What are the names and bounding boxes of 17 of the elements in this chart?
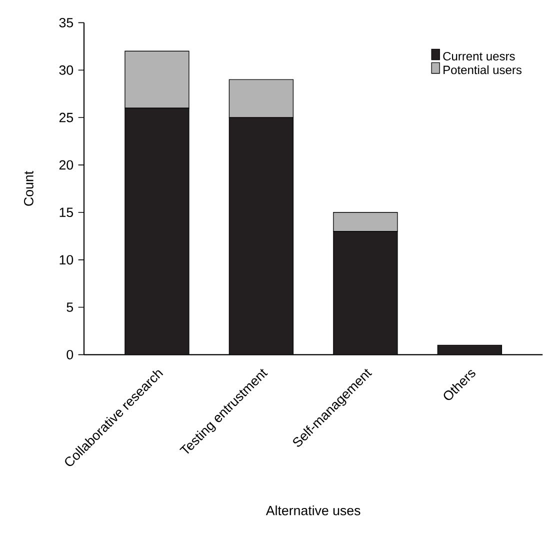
bar	[333, 212, 398, 232]
y-tick-label: 20	[60, 160, 74, 170]
y-tick-label: 10	[60, 255, 74, 265]
legend-label: Current uesrs	[443, 52, 515, 60]
y-tick-label: 5	[66, 302, 74, 312]
x-axis-title: Alternative uses	[266, 505, 360, 516]
y-tick-label: 0	[66, 350, 74, 360]
legend-label: Potential users	[444, 65, 522, 74]
bar	[124, 108, 190, 355]
bar	[229, 117, 294, 355]
y-tick-label: 25	[60, 112, 74, 122]
y-tick-label: 15	[60, 208, 74, 218]
y-tick-label: 35	[59, 18, 74, 28]
bar	[438, 344, 502, 355]
y-tick-label: 30	[59, 65, 74, 75]
bar	[333, 231, 398, 355]
y-axis-title: Count	[24, 170, 34, 206]
